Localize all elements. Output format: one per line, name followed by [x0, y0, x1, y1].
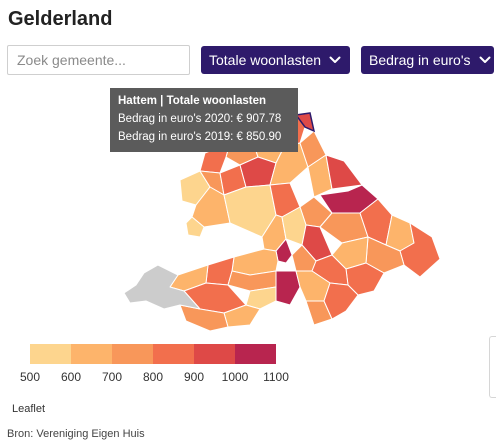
legend-swatches [30, 344, 276, 364]
legend-swatch [30, 344, 71, 364]
municipality-area[interactable] [231, 248, 279, 276]
unit-dropdown[interactable]: Bedrag in euro's [361, 46, 494, 74]
unit-dropdown-label: Bedrag in euro's [369, 52, 471, 68]
legend-tick-label: 1000 [221, 370, 249, 384]
tooltip-value-2020: Bedrag in euro's 2020: € 907.78 [118, 113, 282, 125]
legend-tick-label: 600 [60, 370, 82, 384]
selected-municipality-outline [294, 112, 316, 133]
legend-tick-label: 1100 [263, 370, 289, 384]
municipality-area[interactable] [323, 282, 359, 320]
municipality-area[interactable] [185, 216, 205, 238]
tooltip-title: Hattem | Totale woonlasten [118, 95, 267, 107]
municipality-area[interactable] [275, 270, 301, 306]
legend-tick-label: 500 [19, 370, 41, 384]
page-title: Gelderland [8, 8, 113, 30]
color-legend: 500 600 700 800 900 1000 1100 [20, 344, 289, 389]
metric-dropdown[interactable]: Totale woonlasten [201, 46, 350, 74]
source-note: Bron: Vereniging Eigen Huis [7, 428, 145, 440]
legend-swatch [235, 344, 276, 364]
legend-tick-label: 700 [101, 370, 123, 384]
legend-tick-label: 900 [183, 370, 205, 384]
municipality-area[interactable] [399, 222, 441, 278]
legend-swatch [194, 344, 235, 364]
municipality-area-no-data[interactable] [123, 264, 201, 310]
legend-tick-label: 800 [142, 370, 164, 384]
map-attribution[interactable]: Leaflet [12, 403, 46, 415]
municipality-area[interactable] [245, 286, 277, 310]
choropleth-map[interactable] [100, 105, 450, 335]
tooltip-value-2019: Bedrag in euro's 2019: € 850.90 [118, 131, 282, 143]
legend-swatch [71, 344, 112, 364]
map-tooltip: Hattem | Totale woonlasten Bedrag in eur… [110, 88, 298, 152]
search-input[interactable] [7, 45, 190, 75]
municipality-area[interactable] [325, 154, 363, 190]
chevron-down-icon [479, 56, 491, 64]
legend-ticks: 500 600 700 800 900 1000 1100 [20, 370, 289, 386]
legend-swatch [153, 344, 194, 364]
scrollbar[interactable] [489, 336, 496, 398]
chevron-down-icon [329, 56, 341, 64]
metric-dropdown-label: Totale woonlasten [209, 52, 322, 68]
legend-swatch [112, 344, 153, 364]
